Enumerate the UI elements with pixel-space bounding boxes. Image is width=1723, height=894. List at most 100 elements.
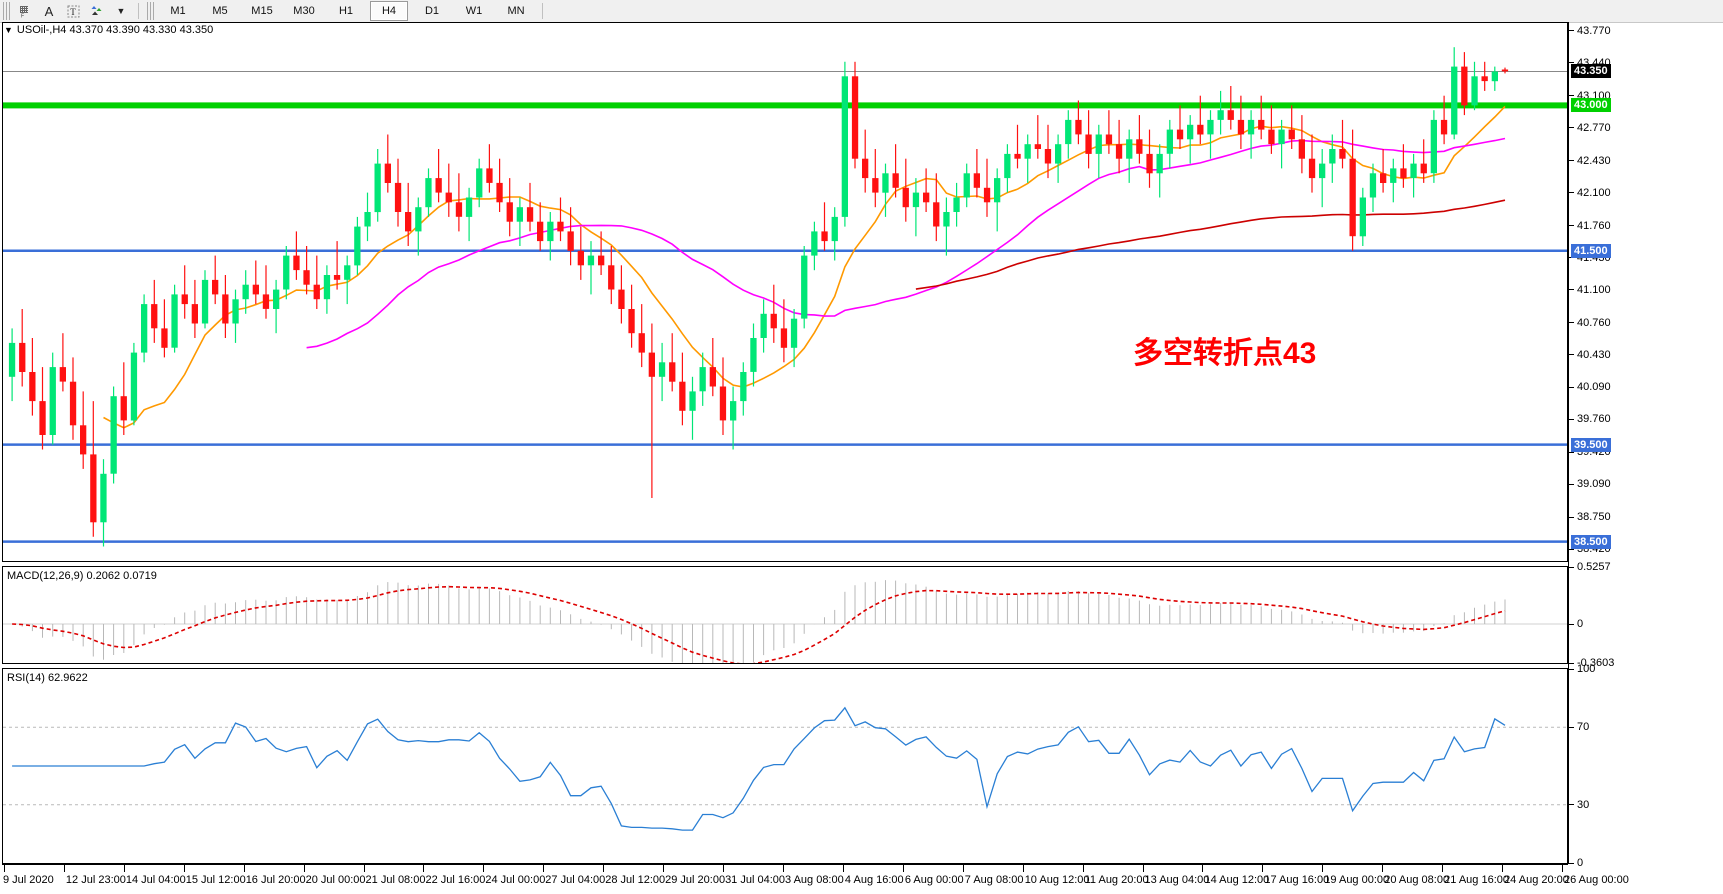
macd-tick: 0	[1569, 618, 1583, 630]
time-tick-mark	[483, 865, 485, 872]
time-tick-mark	[1262, 865, 1264, 872]
toolbar-divider	[138, 3, 139, 19]
level-label-41-500[interactable]: 41.500	[1571, 243, 1611, 258]
time-tick-label: 19 Aug 00:00	[1324, 874, 1390, 886]
objects-icon[interactable]	[85, 1, 109, 21]
time-tick-label: 20 Aug 08:00	[1384, 874, 1450, 886]
rsi-series	[3, 706, 1567, 831]
time-tick-mark	[1202, 865, 1204, 872]
macd-series	[3, 580, 1567, 663]
time-tick-label: 14 Jul 04:00	[125, 874, 186, 886]
rsi-tick: 70	[1569, 721, 1589, 733]
price-tick: 43.770	[1569, 25, 1611, 37]
time-tick-label: 15 Jul 12:00	[185, 874, 246, 886]
time-tick-mark	[603, 865, 605, 872]
time-axis[interactable]: 9 Jul 2020 12 Jul 23:00 14 Jul 04:00 15 Jul…	[2, 864, 1629, 892]
time-tick-label: 3 Aug 08:00	[785, 874, 844, 886]
timeframe-m1[interactable]: M1	[170, 5, 186, 17]
time-tick-mark	[303, 865, 305, 872]
rsi-tick: 0	[1569, 857, 1583, 869]
price-tick: 39.090	[1569, 478, 1611, 490]
timeframe-h4[interactable]: H4	[370, 1, 408, 21]
timeframe-m5[interactable]: M5	[212, 5, 228, 17]
level-label-43-000[interactable]: 43.000	[1571, 98, 1611, 113]
time-tick-mark	[783, 865, 784, 872]
time-tick-mark	[363, 865, 365, 872]
time-tick-mark	[1442, 865, 1444, 872]
timeframe-m15[interactable]: M15	[251, 5, 273, 17]
time-tick-label: 21 Jul 08:00	[365, 874, 426, 886]
price-tick: 41.760	[1569, 220, 1611, 232]
price-candles	[3, 47, 1567, 547]
chevron-down-icon[interactable]: ▼	[116, 5, 126, 16]
macd-tick: -0.3603	[1569, 657, 1614, 669]
time-tick-mark	[663, 865, 665, 872]
symbol-quote-line: ▼ USOil-,H4 43.370 43.390 43.330 43.350	[0, 23, 213, 37]
time-tick-mark	[1022, 865, 1024, 872]
macd-panel[interactable]: MACD(12,26,9) 0.2062 0.0719	[2, 566, 1568, 664]
time-tick-label: 10 Aug 12:00	[1024, 874, 1090, 886]
timeframe-w1[interactable]: W1	[465, 5, 483, 17]
timeframe-h1[interactable]: H1	[338, 5, 354, 17]
time-tick-label: 14 Aug 12:00	[1204, 874, 1270, 886]
time-tick-label: 11 Aug 20:00	[1084, 874, 1149, 886]
collapse-caret-icon[interactable]: ▼	[4, 25, 13, 35]
rsi-label: RSI(14) 62.9622	[7, 672, 88, 684]
time-tick-mark	[962, 865, 964, 872]
price-tick: 42.100	[1569, 187, 1611, 199]
timeframe-group: M1 M5 M15 M30 H1 H4 D1 W1 MN	[157, 1, 537, 21]
time-tick-mark	[842, 865, 844, 872]
level-label-39-500[interactable]: 39.500	[1571, 437, 1611, 452]
symbol-ohlc-text: USOil-,H4 43.370 43.390 43.330 43.350	[16, 24, 214, 36]
text-tool-icon[interactable]: A	[44, 3, 54, 19]
price-tick: 42.770	[1569, 122, 1611, 134]
price-axis[interactable]: 43.770 43.440 43.100 42.770 42.430 42.100 41.7…	[1568, 22, 1723, 869]
crosshair-grid-icon[interactable]: F	[13, 1, 37, 21]
time-tick-mark	[902, 865, 904, 872]
time-tick-label: 16 Jul 20:00	[245, 874, 306, 886]
time-tick-mark	[543, 865, 545, 872]
price-tick: 40.430	[1569, 349, 1611, 361]
time-tick-mark	[1502, 865, 1504, 872]
svg-text:T: T	[70, 7, 76, 17]
timeframe-grip[interactable]	[147, 2, 154, 20]
time-tick-mark	[1082, 865, 1084, 872]
price-tick: 40.090	[1569, 381, 1611, 393]
time-tick-mark	[1382, 865, 1384, 872]
time-tick-mark	[1142, 865, 1144, 872]
timeframe-d1[interactable]: D1	[424, 5, 440, 17]
chart-annotation-text: 多空转折点43	[1133, 337, 1317, 370]
rsi-tick: 30	[1569, 799, 1589, 811]
price-panel[interactable]: 多空转折点43	[2, 22, 1568, 562]
time-tick-label: 22 Jul 16:00	[425, 874, 486, 886]
price-tick: 40.760	[1569, 317, 1611, 329]
time-tick-label: 29 Jul 20:00	[665, 874, 726, 886]
current-price-label: 43.350	[1571, 64, 1611, 79]
time-tick-label: 24 Jul 00:00	[485, 874, 546, 886]
macd-label: MACD(12,26,9) 0.2062 0.0719	[7, 570, 157, 582]
time-tick-mark	[63, 865, 65, 872]
time-tick-mark	[123, 865, 125, 872]
level-label-38-500[interactable]: 38.500	[1571, 534, 1611, 549]
time-tick-label: 17 Aug 16:00	[1264, 874, 1330, 886]
time-tick-label: 21 Aug 16:00	[1444, 874, 1509, 886]
time-tick-label: 24 Aug 20:00	[1504, 874, 1569, 886]
toolbar-divider-2	[542, 3, 543, 19]
time-tick-label: 13 Aug 04:00	[1144, 874, 1210, 886]
time-tick-mark	[723, 865, 725, 872]
rsi-panel[interactable]: RSI(14) 62.9622	[2, 668, 1568, 864]
text-label-icon[interactable]: T	[61, 1, 85, 21]
macd-tick: 0.5257	[1569, 561, 1611, 573]
time-tick-label: 26 Aug 00:00	[1564, 874, 1629, 886]
rsi-plot[interactable]	[3, 669, 1567, 863]
macd-plot[interactable]	[3, 567, 1567, 663]
timeframe-mn[interactable]: MN	[507, 5, 525, 17]
time-tick-label: 27 Jul 04:00	[545, 874, 606, 886]
price-plot[interactable]	[3, 23, 1567, 561]
toolbar: F A T ▼ M1 M5 M15 M30 H1 H4 D1 W1 MN	[0, 0, 1723, 23]
toolbar-grip[interactable]	[3, 2, 10, 20]
time-tick-label: 12 Jul 23:00	[65, 874, 126, 886]
time-tick-mark	[423, 865, 425, 872]
time-tick-label: 31 Jul 04:00	[725, 874, 785, 886]
timeframe-m30[interactable]: M30	[293, 5, 315, 17]
